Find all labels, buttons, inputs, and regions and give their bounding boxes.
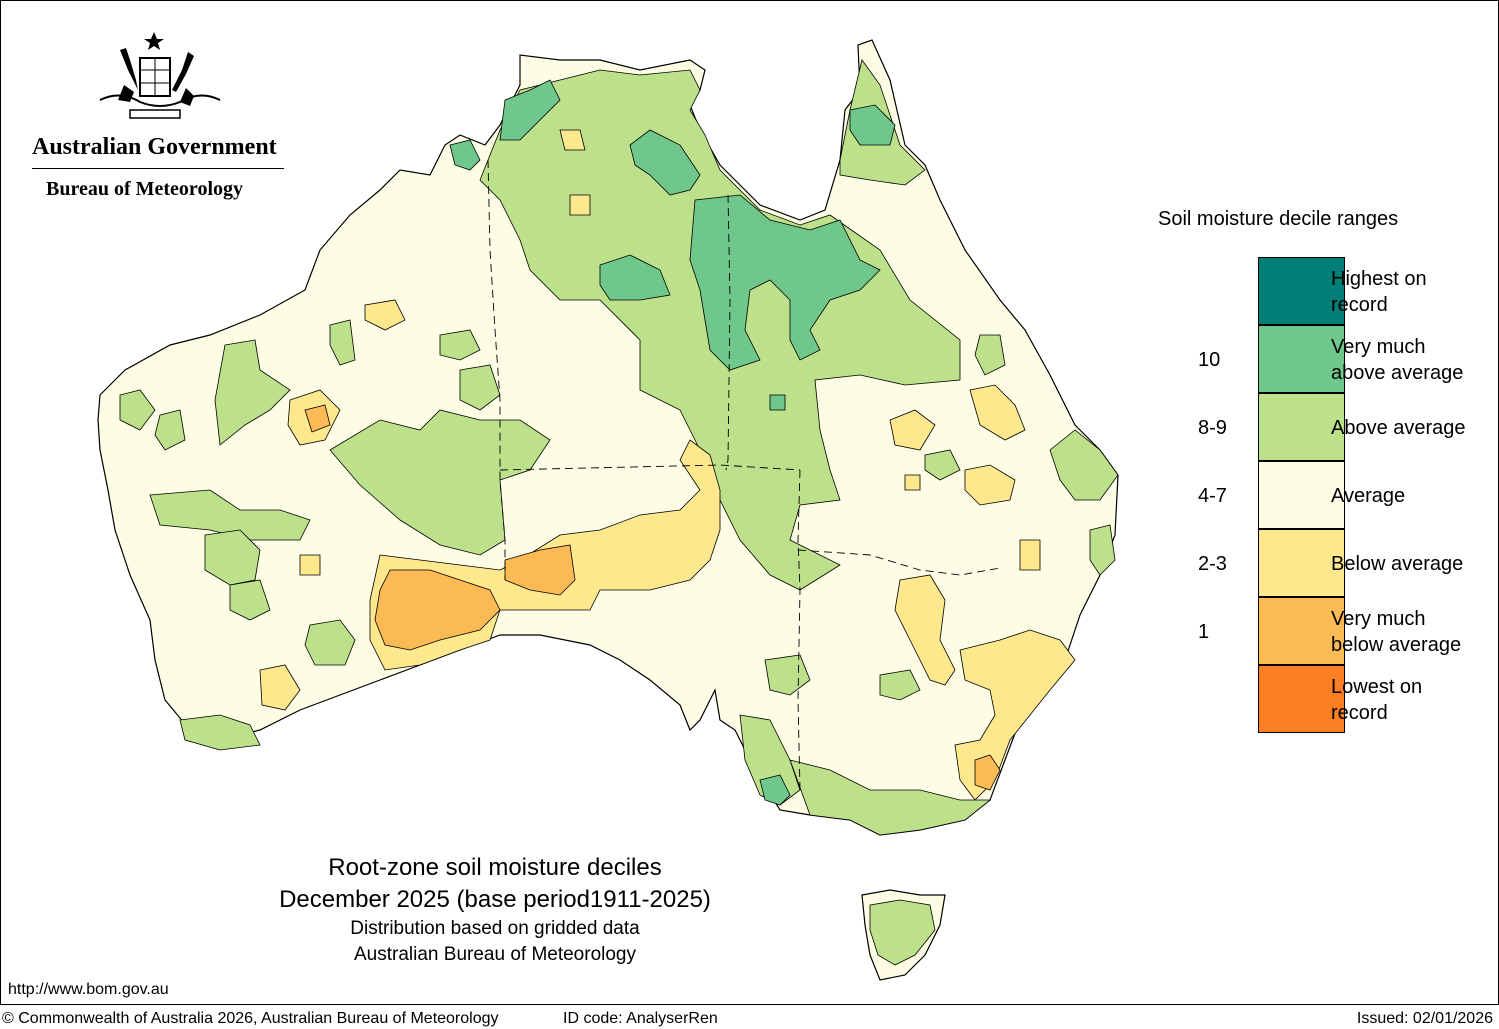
- website-link[interactable]: http://www.bom.gov.au: [8, 981, 169, 998]
- id-code: ID code: AnalyserRen: [563, 1010, 718, 1027]
- legend-label-highest: Highest on record: [1331, 268, 1427, 316]
- tasmania: [861, 889, 946, 981]
- government-logo-block: Australian Government Bureau of Meteorol…: [20, 30, 300, 200]
- decile-label-10: 10: [1198, 349, 1221, 371]
- decile-label-1: 1: [1198, 621, 1210, 643]
- bureau-title: Bureau of Meteorology: [46, 178, 244, 200]
- legend-swatch-lowest: [1258, 665, 1345, 733]
- very-much-above-average-regions: [449, 79, 896, 806]
- decile-label-8-9: 8-9: [1198, 417, 1227, 439]
- australia-soil-moisture-map: [97, 39, 1119, 981]
- caption-period: December 2025 (base period1911-2025): [279, 886, 711, 913]
- copyright-notice: © Commonwealth of Australia 2026, Austra…: [2, 1010, 499, 1027]
- legend-swatch-below: [1258, 529, 1345, 597]
- state-borders: [487, 159, 1001, 791]
- legend-swatch-average: [1258, 461, 1345, 529]
- legend-label-below: Below average: [1331, 553, 1464, 575]
- issued-date: Issued: 02/01/2026: [1356, 1010, 1493, 1027]
- decile-label-2-3: 2-3: [1198, 553, 1227, 575]
- caption-title: Root-zone soil moisture deciles: [328, 854, 662, 881]
- tasmania-above-average: [869, 899, 936, 966]
- legend-label-very-much-below: Very much below average: [1331, 608, 1462, 656]
- legend-swatch-highest: [1258, 257, 1345, 325]
- legend-label-average: Average: [1331, 485, 1406, 507]
- caption-source: Australian Bureau of Meteorology: [354, 944, 636, 965]
- map-caption: Root-zone soil moisture deciles December…: [200, 852, 790, 968]
- legend-swatch-above: [1258, 393, 1345, 461]
- logo-divider: [32, 168, 284, 169]
- caption-distribution: Distribution based on gridded data: [350, 918, 640, 939]
- commonwealth-coat-of-arms-icon: [99, 32, 221, 119]
- decile-label-4-7: 4-7: [1198, 485, 1227, 507]
- legend-label-above: Above average: [1331, 417, 1466, 439]
- legend-title: Soil moisture decile ranges: [1158, 208, 1399, 230]
- government-title: Australian Government: [32, 134, 277, 160]
- legend-swatch-very-much-above: [1258, 325, 1345, 393]
- very-much-below-average-regions: [304, 404, 1001, 791]
- legend-label-very-much-above: Very much above average: [1331, 336, 1464, 384]
- legend-label-lowest: Lowest on record: [1331, 676, 1423, 724]
- legend-swatch-very-much-below: [1258, 597, 1345, 665]
